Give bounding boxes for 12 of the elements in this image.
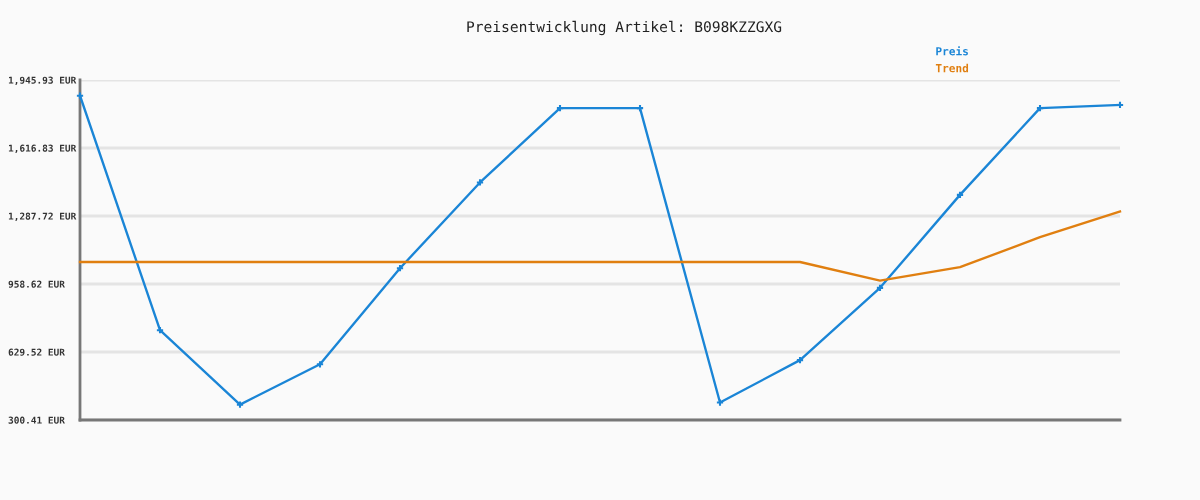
chart-title: Preisentwicklung Artikel: B098KZZGXG: [467, 20, 782, 36]
y-tick-label: 300.41 EUR: [8, 416, 65, 424]
line-series: [78, 210, 1122, 282]
y-tick-label: 1,287.72 EUR: [8, 212, 77, 221]
text: Preis: [936, 46, 968, 56]
point: [715, 398, 725, 407]
point: [475, 178, 485, 187]
y-tick-label: 629.52 EUR: [8, 348, 65, 356]
y-tick-label: 1,945.93 EUR: [8, 76, 77, 85]
y-tick-label: 1,616.83 EUR: [8, 144, 77, 153]
y-tick-label: 958.62 EUR: [8, 280, 65, 288]
text: Trend: [935, 63, 969, 73]
